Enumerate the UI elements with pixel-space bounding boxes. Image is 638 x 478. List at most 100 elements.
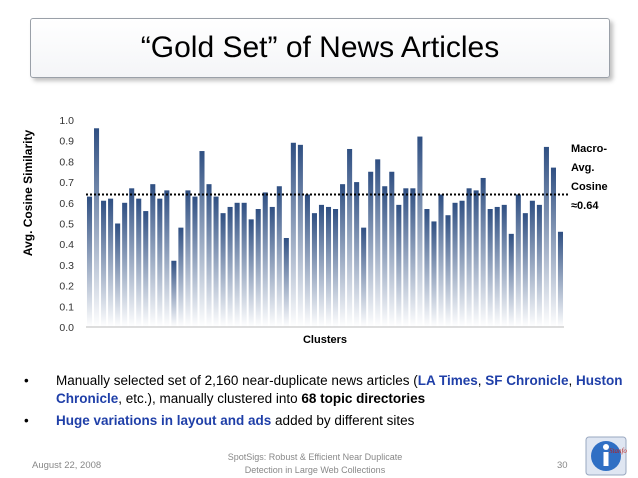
slide-title: “Gold Set” of News Articles [140,31,500,64]
bar [361,227,367,327]
page-number: 30 [557,460,568,471]
bullet-text: Manually selected set of 2,160 near-dupl… [56,373,418,388]
bar [543,146,549,327]
macro-average-label: Macro- Avg. Cosine ≈0.64 [571,140,633,216]
bar [340,184,346,327]
y-tick-label: 0.8 [59,156,74,168]
y-axis-label: Avg. Cosine Similarity [21,129,35,257]
y-tick-label: 0.4 [59,239,74,251]
bullet-list: • Manually selected set of 2,160 near-du… [24,372,624,434]
title-box: “Gold Set” of News Articles [30,18,610,78]
bar [108,198,114,327]
bar [269,206,275,327]
bar [115,223,121,327]
y-tick-label: 0.7 [59,177,74,189]
bar [220,213,226,327]
bar-chart: 0.0 0.1 0.2 0.3 0.4 0.5 0.6 0.7 0.8 0.9 1.0 Cluste… [59,115,568,346]
bar [283,237,289,327]
bar [178,227,184,327]
source-huston-chronicle: Huston Chronicle [56,373,623,406]
y-tick-label: 1.0 [59,115,74,127]
bar [276,186,282,327]
topic-count: 68 topic directories [301,391,426,406]
bullet-emphasis: Huge variations in layout and ads [56,413,272,428]
bar [333,209,339,327]
x-axis-label: Clusters [303,334,347,346]
source-sf-chronicle: SF Chronicle [485,373,569,388]
bar [403,188,409,327]
bar [382,186,388,327]
bar [248,219,254,327]
bar [255,209,261,327]
bar [136,198,142,327]
bar [318,204,325,327]
bar [417,136,423,327]
y-axis-ticks: 0.0 0.1 0.2 0.3 0.4 0.5 0.6 0.7 0.8 0.9 1.0 [59,115,74,334]
bar [157,198,163,327]
y-axis-label-box: Avg. Cosine Similarity [18,118,38,268]
bar [487,209,493,327]
bar [515,194,521,327]
stanford-info-logo: Stanford [585,436,627,476]
bar [171,260,177,327]
bar [445,215,451,327]
bar [325,206,332,327]
bar [438,194,444,327]
bar [164,190,170,327]
bar [192,196,198,327]
bar [129,188,135,327]
bullet-text: , etc.), manually clustered into [118,391,302,406]
bar [185,190,191,327]
footer-title-line-2: Detection in Large Web Collections [244,465,386,475]
bar [199,151,205,327]
logo-wordmark: Stanford [609,447,627,455]
bar [150,184,156,327]
y-tick-label: 0.2 [59,281,74,293]
bar [354,182,360,327]
footer-title: SpotSigs: Robust & Efficient Near Duplic… [210,451,420,477]
bar [473,190,479,327]
bullet-text: added by different sites [271,413,415,428]
bar [389,171,395,327]
y-tick-label: 0.6 [59,198,74,210]
bar [375,159,381,327]
bar [529,200,535,327]
bar [459,200,465,327]
source-la-times: LA Times [417,373,478,388]
bullet-item: • Manually selected set of 2,160 near-du… [24,372,624,408]
bar [86,196,93,327]
bar [494,206,500,327]
bar [557,231,564,327]
y-tick-label: 0.0 [59,322,74,334]
bar [101,200,107,327]
bar [452,202,458,327]
footer-date: August 22, 2008 [32,460,102,471]
bar [206,184,212,327]
bars-group [86,128,564,327]
bar [290,142,296,327]
bar [311,213,317,327]
bar [297,144,303,327]
bar [347,148,353,327]
y-tick-label: 0.5 [59,219,74,231]
bar [550,167,556,327]
bar [536,204,542,327]
macro-line-1: Macro- [571,143,608,155]
bar [234,202,240,327]
bullet-marker: • [24,413,29,428]
bar [262,192,268,327]
bar [508,233,514,327]
bullet-item: • Huge variations in layout and ads adde… [24,412,624,430]
bullet-text: , [477,373,486,388]
bar [368,171,374,327]
macro-line-4: ≈0.64 [571,200,599,212]
bullet-text: , [568,373,577,388]
bar [522,213,528,327]
macro-line-2: Avg. [571,162,595,174]
bar [94,128,100,327]
bar [396,204,402,327]
y-tick-label: 0.3 [59,260,74,272]
bar [466,188,472,327]
bar [241,202,247,327]
y-tick-label: 0.1 [59,301,74,313]
